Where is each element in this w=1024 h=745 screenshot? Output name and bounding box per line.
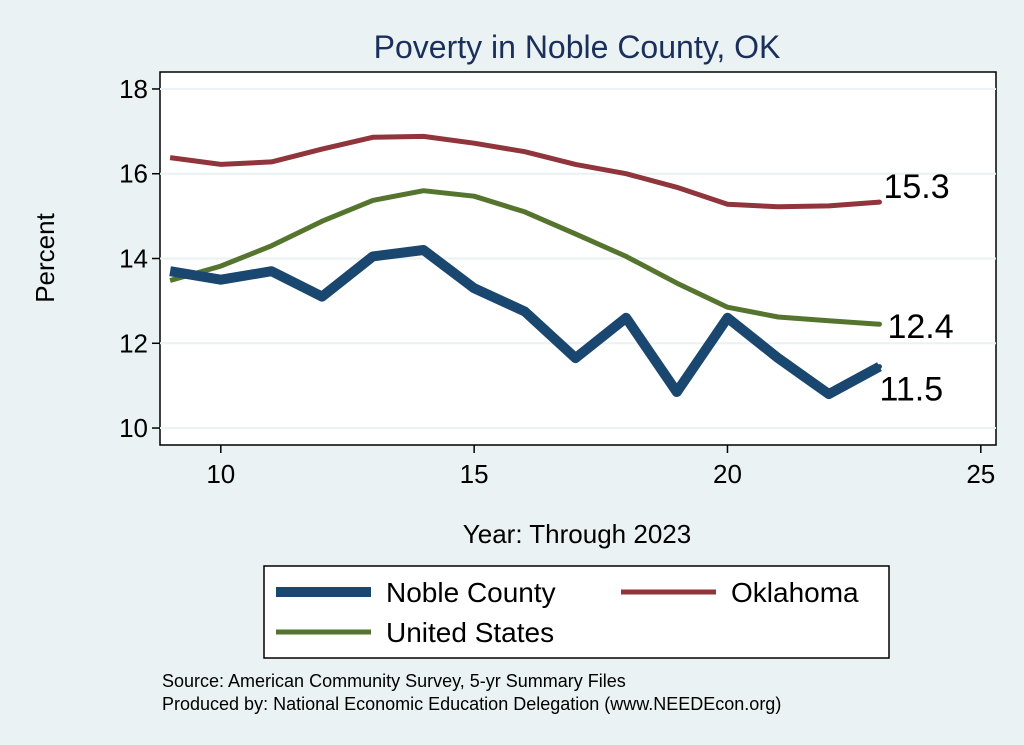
y-tick-label: 12 (119, 328, 148, 358)
end-marker-oklahoma (876, 199, 882, 205)
end-label-oklahoma: 15.3 (883, 168, 949, 206)
legend: Noble County Oklahoma United States (276, 577, 859, 648)
x-tick-label: 20 (713, 459, 742, 489)
legend-box (263, 565, 890, 659)
gridlines (160, 87, 996, 430)
x-tick-label: 15 (460, 459, 489, 489)
source-note: Source: American Community Survey, 5-yr … (162, 671, 626, 691)
y-tick-label: 10 (119, 413, 148, 443)
x-axis-title: Year: Through 2023 (463, 519, 691, 549)
legend-label-oklahoma: Oklahoma (731, 577, 859, 608)
line-oklahoma (169, 133, 880, 210)
end-label-noble-county: 11.5 (879, 371, 943, 409)
producer-note: Produced by: National Economic Education… (162, 694, 781, 714)
end-labels: 15.3 12.4 11.5 (879, 168, 953, 408)
line-united-states (169, 188, 880, 327)
x-tick-label: 25 (966, 459, 995, 489)
x-tick-label: 10 (206, 459, 235, 489)
legend-label-noble-county: Noble County (386, 577, 556, 608)
y-axis: 10 12 14 16 18 (119, 74, 160, 443)
y-axis-title: Percent (30, 212, 60, 302)
chart-title: Poverty in Noble County, OK (374, 29, 781, 65)
end-marker-noble-county (876, 364, 882, 370)
line-noble-county (169, 245, 882, 400)
end-label-united-states: 12.4 (887, 308, 953, 346)
end-marker-united-states (876, 321, 882, 327)
x-axis: 10 15 20 25 (206, 445, 995, 489)
series-lines (169, 133, 882, 400)
y-tick-label: 16 (119, 159, 148, 189)
y-tick-label: 14 (119, 244, 148, 274)
y-tick-label: 18 (119, 74, 148, 104)
legend-label-united-states: United States (386, 617, 554, 648)
